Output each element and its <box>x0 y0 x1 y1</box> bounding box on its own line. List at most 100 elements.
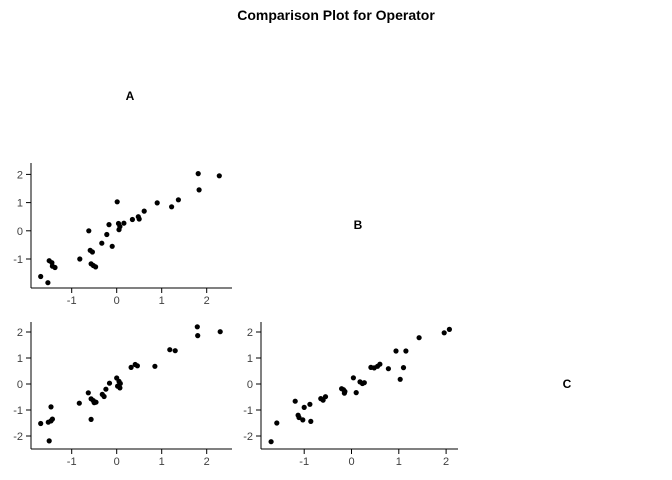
diagonal-label-b: B <box>353 218 363 232</box>
data-point <box>128 364 134 370</box>
data-point <box>99 240 105 246</box>
data-point <box>154 200 160 206</box>
data-point <box>121 220 127 226</box>
data-point <box>117 385 123 391</box>
data-point <box>296 414 302 421</box>
x-tick-label: -1 <box>67 295 77 307</box>
y-tick-label: 1 <box>247 353 253 365</box>
data-point <box>129 216 135 223</box>
data-point <box>217 329 223 335</box>
y-tick-label: -1 <box>13 254 23 266</box>
x-tick-label: 0 <box>114 295 120 307</box>
x-tick-label: 2 <box>443 456 449 468</box>
data-point <box>361 380 367 386</box>
data-point <box>301 404 307 410</box>
x-tick-label: 1 <box>396 456 402 468</box>
data-point <box>152 363 158 369</box>
y-tick-label: 2 <box>17 327 23 339</box>
data-point <box>274 420 280 426</box>
data-point <box>106 380 113 386</box>
data-point <box>45 280 51 286</box>
data-point <box>400 365 407 371</box>
data-point <box>322 394 329 400</box>
data-point <box>86 228 92 234</box>
data-point <box>141 208 147 214</box>
y-tick-label: -2 <box>13 431 23 443</box>
data-point <box>49 416 56 422</box>
y-tick-label: 0 <box>17 226 23 238</box>
data-point <box>88 416 94 422</box>
data-point <box>52 264 58 271</box>
data-point <box>109 243 115 249</box>
data-point <box>93 264 99 270</box>
y-tick-label: -1 <box>13 405 23 417</box>
data-point <box>307 401 313 407</box>
y-tick-label: 0 <box>17 379 23 391</box>
y-tick-label: 1 <box>17 198 23 210</box>
data-point <box>136 216 142 222</box>
data-point <box>38 273 44 280</box>
chart-title: Comparison Plot for Operator <box>237 7 435 23</box>
data-point <box>216 173 222 179</box>
data-point <box>93 399 99 405</box>
data-point <box>103 386 109 392</box>
data-point <box>48 404 54 410</box>
data-point <box>195 171 201 177</box>
y-tick-label: 0 <box>247 379 253 391</box>
x-tick-label: 2 <box>204 295 210 307</box>
data-point <box>85 390 91 396</box>
data-point <box>268 439 274 445</box>
data-point <box>76 400 82 406</box>
scatter-panel-B-vs-A: 2 1 0 -1 -1 0 1 2 <box>13 163 232 307</box>
data-point <box>89 249 95 255</box>
data-point <box>403 348 409 354</box>
y-tick-label: 1 <box>17 353 23 365</box>
x-tick-label: 1 <box>159 295 165 307</box>
data-point <box>106 222 112 228</box>
data-point <box>446 326 452 332</box>
data-point <box>377 361 383 367</box>
data-point <box>308 418 314 424</box>
data-point <box>46 438 52 444</box>
data-point <box>116 227 122 233</box>
data-point <box>104 231 110 238</box>
y-tick-label: -1 <box>243 405 253 417</box>
data-point <box>175 197 181 203</box>
y-tick-label: 2 <box>17 169 23 181</box>
x-tick-label: 0 <box>348 456 354 468</box>
data-point <box>416 335 422 341</box>
scatter-panel-C-vs-B: 2 1 0 -1 -2 -1 0 1 2 <box>243 322 458 468</box>
y-tick-label: 2 <box>247 327 253 339</box>
data-point <box>77 256 83 262</box>
data-point <box>167 347 173 353</box>
y-tick-label: -2 <box>243 431 253 443</box>
data-point <box>441 330 447 336</box>
data-point <box>195 333 201 339</box>
data-point <box>114 199 120 205</box>
x-tick-label: 2 <box>204 456 210 468</box>
data-point <box>194 324 200 330</box>
data-point <box>101 393 107 400</box>
data-point <box>169 204 175 210</box>
data-point <box>300 417 306 423</box>
x-tick-label: -1 <box>299 456 309 468</box>
data-point <box>38 420 44 427</box>
data-point <box>172 348 178 354</box>
data-point <box>353 390 359 396</box>
data-point <box>385 366 391 372</box>
scatter-panel-C-vs-A: 2 1 0 -1 -2 -1 0 1 2 <box>13 322 232 468</box>
data-point <box>292 398 298 404</box>
x-tick-label: 0 <box>114 456 120 468</box>
data-point <box>134 363 140 369</box>
x-tick-label: -1 <box>67 456 77 468</box>
diagonal-label-c: C <box>562 377 572 391</box>
data-point <box>397 376 403 382</box>
x-tick-label: 1 <box>159 456 165 468</box>
diagonal-label-a: A <box>125 89 135 103</box>
data-point <box>393 348 399 354</box>
data-point <box>350 375 356 381</box>
data-point <box>341 390 347 396</box>
data-point <box>196 187 202 193</box>
